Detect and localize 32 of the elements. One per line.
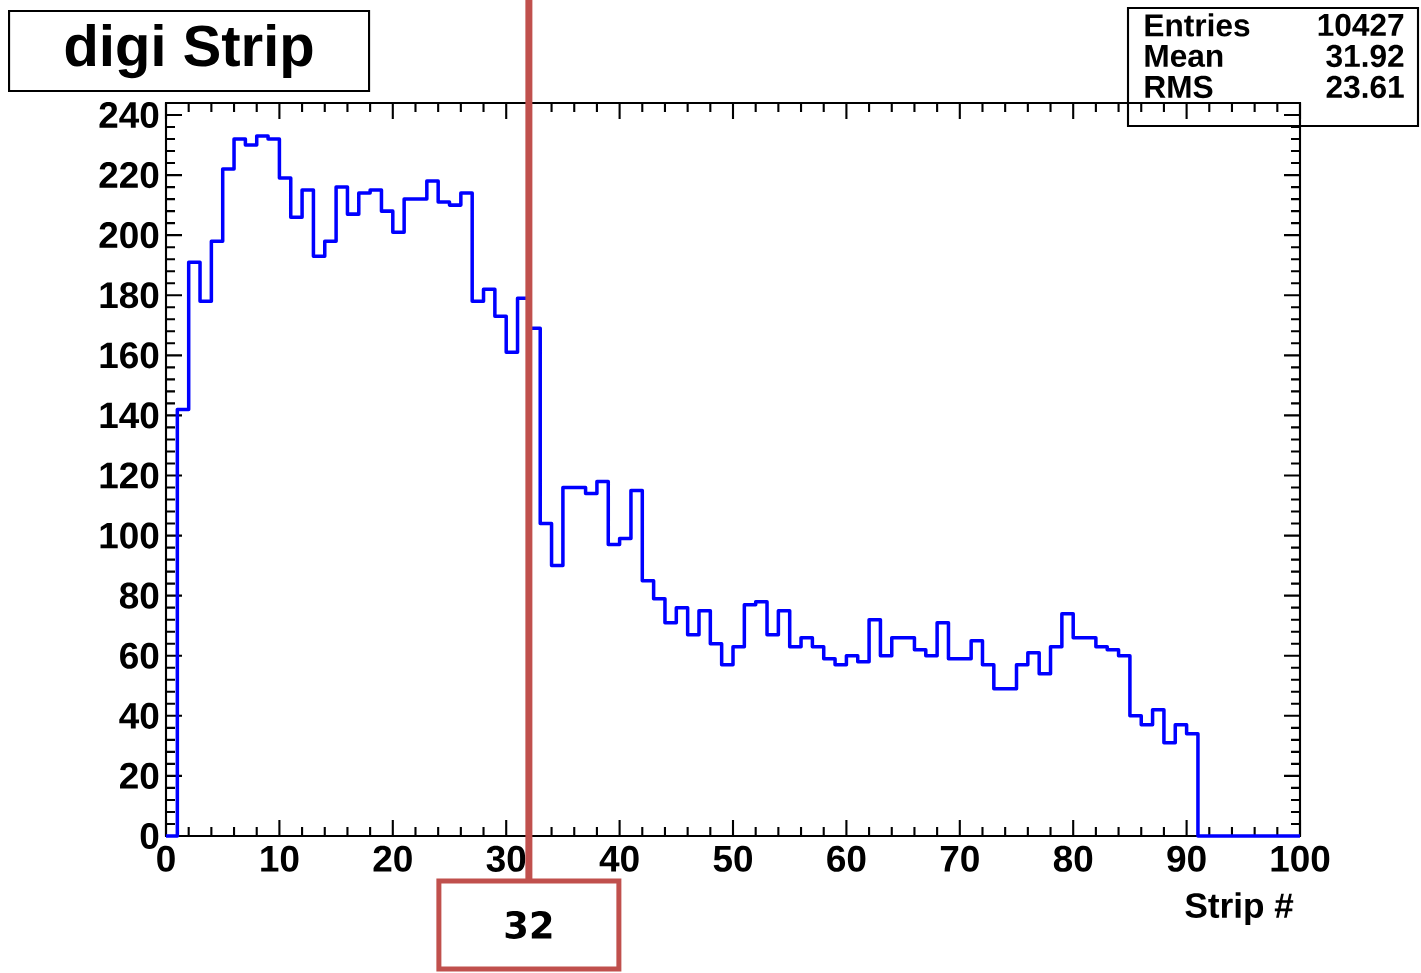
text: Mean (1145, 44, 1223, 68)
y-tick-label: 220 (99, 162, 159, 189)
x-tick-label: 20 (373, 845, 412, 872)
y-tick-label: 20 (120, 762, 159, 789)
x-tick-label: 90 (1167, 845, 1206, 872)
x-tick-label: 50 (713, 845, 753, 872)
ref-line-label: 32 (505, 911, 552, 939)
y-tick-label: 40 (119, 702, 159, 729)
x-tick-label: 70 (940, 845, 979, 872)
chart-title: digi Strip (65, 23, 313, 79)
text: 23.61 (1326, 75, 1404, 99)
y-tick-label: 80 (119, 582, 159, 609)
x-tick-label: 60 (827, 845, 866, 872)
x-tick-label: 80 (1053, 845, 1093, 872)
x-tick-label: 40 (599, 845, 639, 872)
y-tick-label: 240 (99, 101, 159, 129)
x-tick-label: 30 (486, 845, 526, 872)
text: 31.92 (1326, 44, 1404, 68)
y-tick-label: 120 (100, 462, 159, 489)
y-tick-label: 200 (99, 222, 159, 249)
y-tick-label: 0 (140, 822, 159, 850)
x-axis-title: Strip # (1185, 892, 1294, 925)
y-tick-label: 180 (100, 282, 159, 309)
text: 10427 (1318, 13, 1404, 37)
x-tick-label: 100 (1271, 845, 1330, 872)
y-tick-label: 60 (120, 642, 159, 669)
x-tick-label: 10 (261, 845, 299, 872)
text: Entries (1145, 13, 1250, 37)
y-tick-label: 160 (100, 342, 159, 369)
y-tick-label: 100 (100, 522, 159, 549)
y-tick-label: 140 (100, 402, 159, 429)
text: RMS (1145, 75, 1213, 99)
